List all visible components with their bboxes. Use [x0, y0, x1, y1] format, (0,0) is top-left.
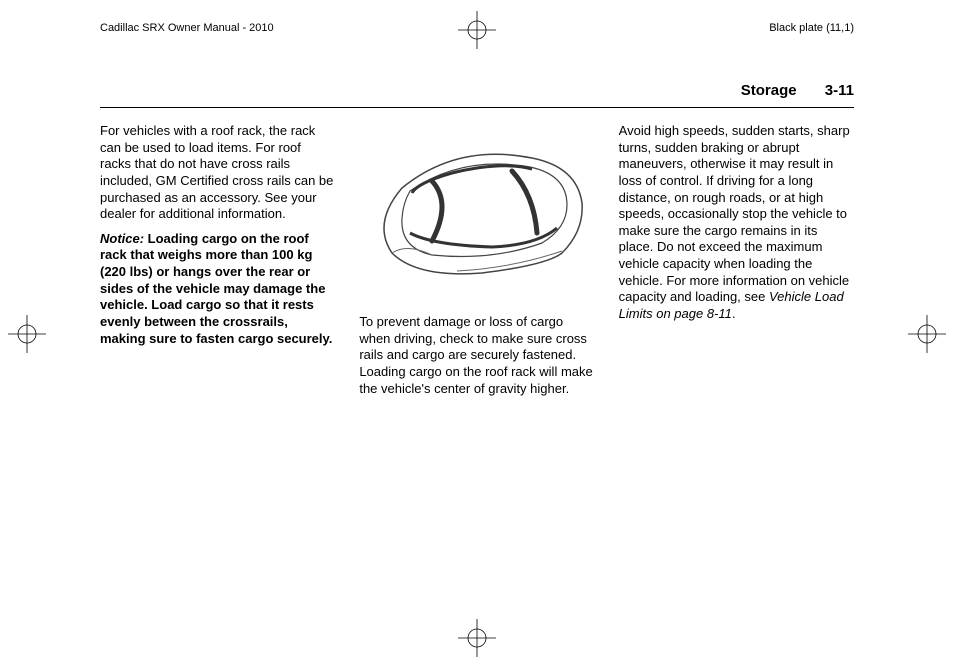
notice-text: Loading cargo on the roof rack that weig… [100, 231, 332, 346]
print-header: Cadillac SRX Owner Manual - 2010 Black p… [0, 22, 954, 34]
col1-paragraph-1: For vehicles with a roof rack, the rack … [100, 123, 335, 223]
col3-text-a: Avoid high speeds, sudden starts, sharp … [619, 123, 850, 304]
notice-paragraph: Notice: Loading cargo on the roof rack t… [100, 231, 335, 347]
column-2: To prevent damage or loss of cargo when … [359, 123, 594, 405]
notice-label: Notice: [100, 231, 144, 246]
page-number: 3-11 [825, 82, 854, 99]
crop-mark-bottom [458, 619, 496, 657]
col2-paragraph-1: To prevent damage or loss of cargo when … [359, 314, 594, 397]
section-name: Storage [741, 82, 797, 99]
plate-info: Black plate (11,1) [769, 22, 854, 34]
column-3: Avoid high speeds, sudden starts, sharp … [619, 123, 854, 405]
roof-rack-illustration [359, 123, 594, 298]
column-1: For vehicles with a roof rack, the rack … [100, 123, 335, 405]
crop-mark-right [908, 315, 946, 353]
manual-title: Cadillac SRX Owner Manual - 2010 [100, 22, 274, 34]
header-divider [100, 107, 854, 108]
content-area: For vehicles with a roof rack, the rack … [100, 123, 854, 405]
page-header: Storage 3-11 [741, 82, 854, 99]
col3-text-b: . [732, 306, 736, 321]
col3-paragraph-1: Avoid high speeds, sudden starts, sharp … [619, 123, 854, 323]
crop-mark-left [8, 315, 46, 353]
